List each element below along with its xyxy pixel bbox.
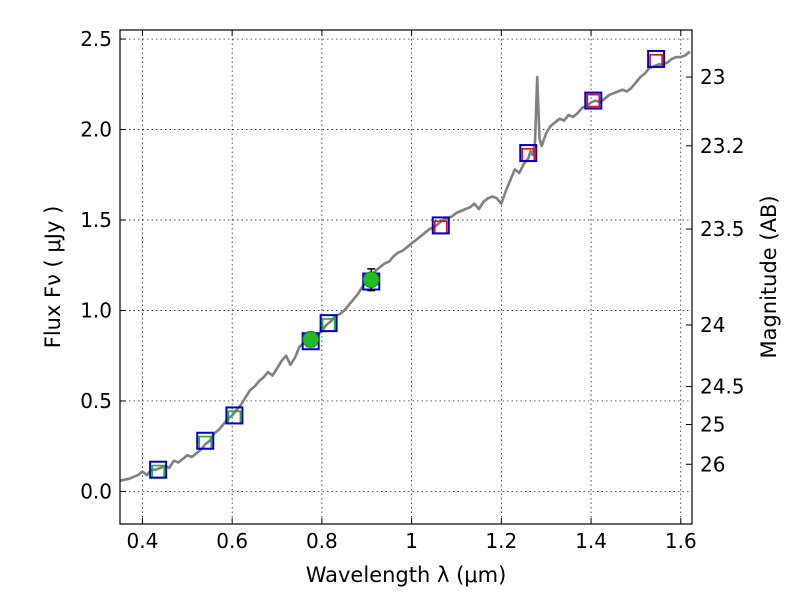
x-tick-label: 1.4	[575, 529, 607, 553]
x-tick-label: 0.4	[127, 529, 159, 553]
y-tick-label: 1.5	[80, 208, 112, 232]
y2-tick-label: 23	[700, 65, 725, 89]
x-tick-label: 1.2	[485, 529, 517, 553]
observed-square-marker	[225, 406, 244, 425]
y2-tick-label: 23.5	[700, 217, 745, 241]
y2-axis-title: Magnitude (AB)	[757, 195, 781, 358]
plot-frame	[119, 29, 693, 525]
y2-tick-label: 25	[700, 412, 725, 436]
x-tick-label: 0.6	[216, 529, 248, 553]
y2-tick-label: 24.5	[700, 374, 745, 398]
y-axis-title: Flux Fν ( μJy )	[41, 206, 65, 349]
tick-labels: 0.4 0.6 0.8 1 1.2 1.4 1.6 0.0 0.5 1.0 1.5 2.0 2.5 23 2…	[80, 27, 744, 553]
observed-square-marker	[319, 314, 338, 333]
spectrum-line	[119, 50, 691, 482]
y2-tick-label: 26	[700, 452, 725, 476]
grid	[120, 30, 692, 524]
y-tick-label: 0.0	[80, 479, 112, 503]
y2-tick-label: 23.2	[700, 134, 745, 158]
observed-square-marker	[647, 49, 666, 68]
x-tick-label: 1.6	[665, 529, 697, 553]
y-tick-label: 2.5	[80, 27, 112, 51]
y-tick-label: 0.5	[80, 389, 112, 413]
x-tick-label: 1	[405, 529, 418, 553]
observed-square-marker	[196, 431, 215, 450]
model-square-marker	[586, 93, 601, 108]
observed-square-marker	[584, 91, 603, 110]
x-axis-title: Wavelength λ (μm)	[306, 563, 507, 587]
y2-tick-label: 24	[700, 313, 725, 337]
y-tick-label: 2.0	[80, 118, 112, 142]
observed-square-marker	[431, 216, 450, 235]
plot-area	[119, 49, 691, 482]
data-point	[362, 271, 380, 289]
observed-square-marker	[519, 144, 538, 163]
y-tick-label: 1.0	[80, 298, 112, 322]
ticks	[120, 30, 692, 524]
data-point	[302, 331, 320, 348]
observed-square-marker	[149, 460, 168, 479]
x-tick-label: 0.8	[306, 529, 338, 553]
